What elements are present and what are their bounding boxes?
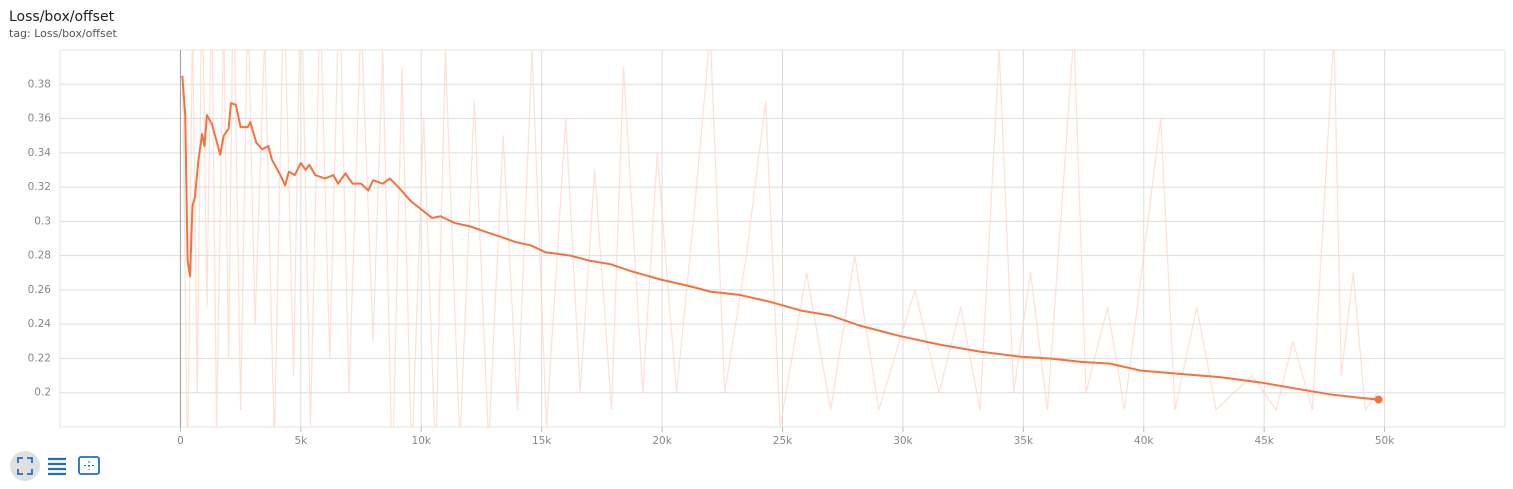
raw-line — [182, 50, 1378, 427]
last-point — [1374, 395, 1383, 404]
x-tick-label: 0 — [177, 435, 184, 447]
y-tick-label: 0.26 — [28, 284, 52, 296]
x-tick-label: 15k — [532, 435, 552, 447]
x-tick-label: 40k — [1134, 435, 1154, 447]
y-tick-label: 0.32 — [28, 181, 51, 193]
tick-labels: 0.2 0.22 0.24 0.26 0.28 0.3 0.32 0.34 0.36 0.38 0 5… — [28, 78, 1396, 447]
x-tick-label: 10k — [412, 435, 432, 447]
x-tick-label: 35k — [1014, 435, 1034, 447]
y-tick-label: 0.2 — [34, 387, 51, 399]
y-tick-label: 0.24 — [28, 318, 52, 330]
plot-area — [181, 50, 1379, 427]
fit-icon[interactable] — [17, 457, 33, 475]
y-tick-label: 0.22 — [28, 352, 51, 364]
log-icon[interactable] — [48, 457, 66, 476]
x-tick-label: 30k — [893, 435, 913, 447]
chart-subtitle: tag: Loss/box/offset — [9, 27, 117, 40]
x-tick-label: 50k — [1375, 435, 1395, 447]
x-tick-label: 25k — [773, 435, 793, 447]
smoothed-line — [181, 75, 1379, 401]
select-icon-cross[interactable] — [84, 461, 94, 470]
y-tick-label: 0.36 — [28, 113, 52, 125]
y-tick-label: 0.28 — [28, 250, 51, 262]
grid — [59, 49, 1506, 432]
y-tick-label: 0.3 — [34, 215, 51, 227]
x-tick-label: 45k — [1254, 435, 1274, 447]
y-tick-label: 0.34 — [28, 147, 52, 159]
x-tick-label: 5k — [294, 435, 308, 447]
select-icon[interactable] — [78, 456, 100, 475]
chart-title: Loss/box/offset — [9, 9, 115, 25]
fit-button-bg[interactable] — [10, 451, 40, 481]
x-tick-label: 20k — [652, 435, 672, 447]
y-tick-label: 0.38 — [28, 78, 51, 90]
toolbar — [10, 451, 100, 481]
